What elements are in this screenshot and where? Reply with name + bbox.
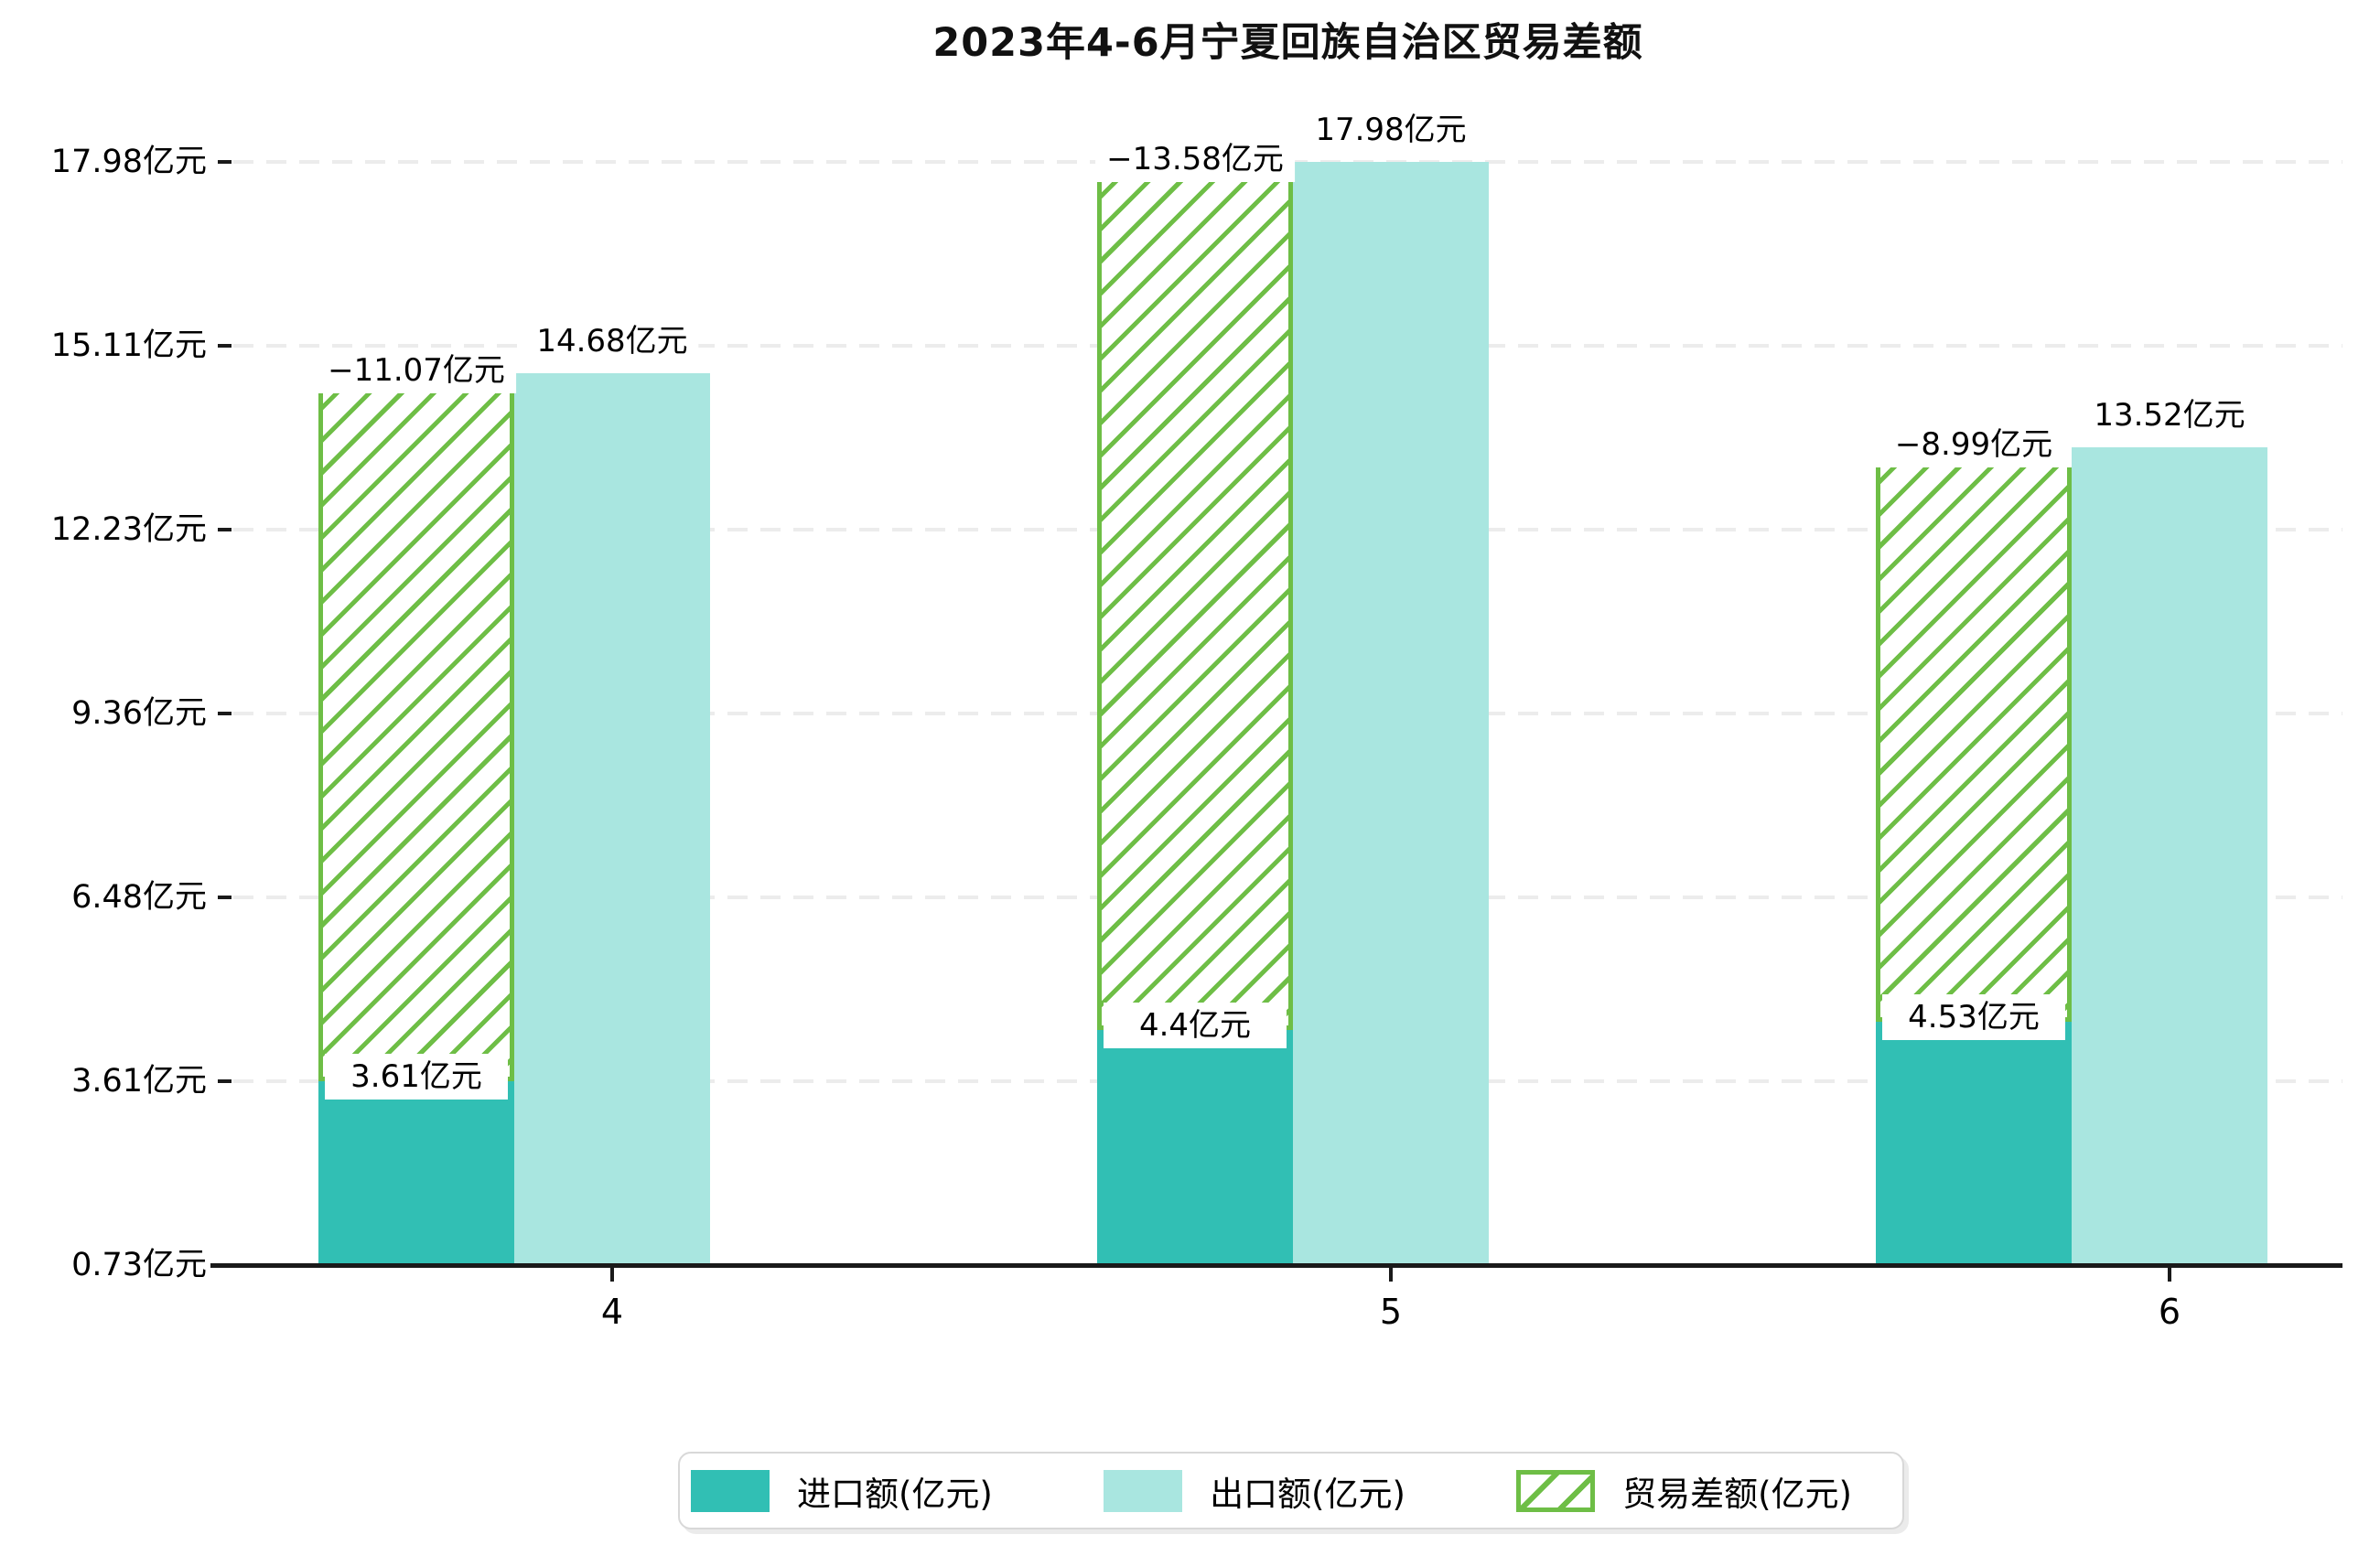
legend-label-export: 出口额(亿元) bbox=[1210, 1474, 1405, 1514]
import-bar bbox=[1876, 1022, 2072, 1265]
y-tick-mark bbox=[218, 160, 232, 164]
y-tick-mark bbox=[218, 343, 232, 348]
import-swatch-icon bbox=[691, 1469, 770, 1512]
x-axis-line bbox=[210, 1263, 2342, 1268]
x-tick-label: 5 bbox=[1379, 1292, 1403, 1332]
legend-label-import: 进口额(亿元) bbox=[797, 1474, 993, 1514]
export-bar bbox=[2072, 446, 2267, 1265]
trade-balance-value-label: −11.07亿元 bbox=[317, 347, 516, 393]
trade-balance-value-label: −13.58亿元 bbox=[1095, 136, 1295, 182]
export-value-label: 13.52亿元 bbox=[2083, 392, 2256, 438]
import-value-label: 4.4亿元 bbox=[1104, 1003, 1287, 1049]
legend-item-import: 进口额(亿元) bbox=[691, 1466, 993, 1516]
y-tick-label: 15.11亿元 bbox=[50, 327, 207, 364]
legend-item-export: 出口额(亿元) bbox=[1104, 1466, 1405, 1516]
chart-title: 2023年4-6月宁夏回族自治区贸易差额 bbox=[932, 20, 1643, 66]
x-tick-label: 6 bbox=[2158, 1292, 2181, 1332]
y-tick-mark bbox=[218, 528, 232, 531]
trade-balance-bar bbox=[1097, 162, 1293, 1031]
y-tick-label: 6.48亿元 bbox=[71, 879, 207, 916]
import-value-label: 4.53亿元 bbox=[1882, 994, 2065, 1041]
export-bar bbox=[1293, 162, 1489, 1265]
trade-balance-bar bbox=[1876, 446, 2072, 1023]
y-tick-label: 17.98亿元 bbox=[50, 144, 207, 180]
export-value-label: 14.68亿元 bbox=[525, 317, 699, 364]
x-tick-label: 4 bbox=[600, 1292, 624, 1332]
legend-item-balance: 贸易差额(亿元) bbox=[1516, 1466, 1852, 1516]
export-value-label: 17.98亿元 bbox=[1304, 107, 1478, 153]
x-tick-mark bbox=[610, 1268, 614, 1282]
y-tick-mark bbox=[218, 896, 232, 899]
import-bar bbox=[318, 1080, 514, 1265]
y-tick-mark bbox=[218, 711, 232, 715]
y-tick-label: 9.36亿元 bbox=[71, 694, 207, 732]
y-tick-mark bbox=[218, 1078, 232, 1083]
export-swatch-icon bbox=[1104, 1469, 1183, 1512]
y-tick-label: 0.73亿元 bbox=[71, 1247, 207, 1283]
plot-area: 3.61亿元 −11.07亿元 14.68亿元 4.4亿元 −13.58亿元 17.98亿… bbox=[233, 107, 2342, 1265]
x-tick-mark bbox=[2168, 1268, 2171, 1282]
legend-label-balance: 贸易差额(亿元) bbox=[1622, 1474, 1852, 1514]
export-bar bbox=[514, 372, 710, 1265]
trade-balance-value-label: −8.99亿元 bbox=[1876, 421, 2072, 467]
import-value-label: 3.61亿元 bbox=[325, 1053, 508, 1100]
y-tick-label: 3.61亿元 bbox=[71, 1062, 207, 1100]
import-bar bbox=[1097, 1030, 1293, 1265]
trade-balance-swatch-icon bbox=[1516, 1469, 1596, 1512]
x-tick-mark bbox=[1389, 1268, 1393, 1282]
legend: 进口额(亿元) 出口额(亿元) 贸易差额(亿元) bbox=[678, 1452, 1904, 1529]
y-tick-label: 12.23亿元 bbox=[50, 511, 207, 548]
trade-balance-bar bbox=[318, 372, 514, 1081]
